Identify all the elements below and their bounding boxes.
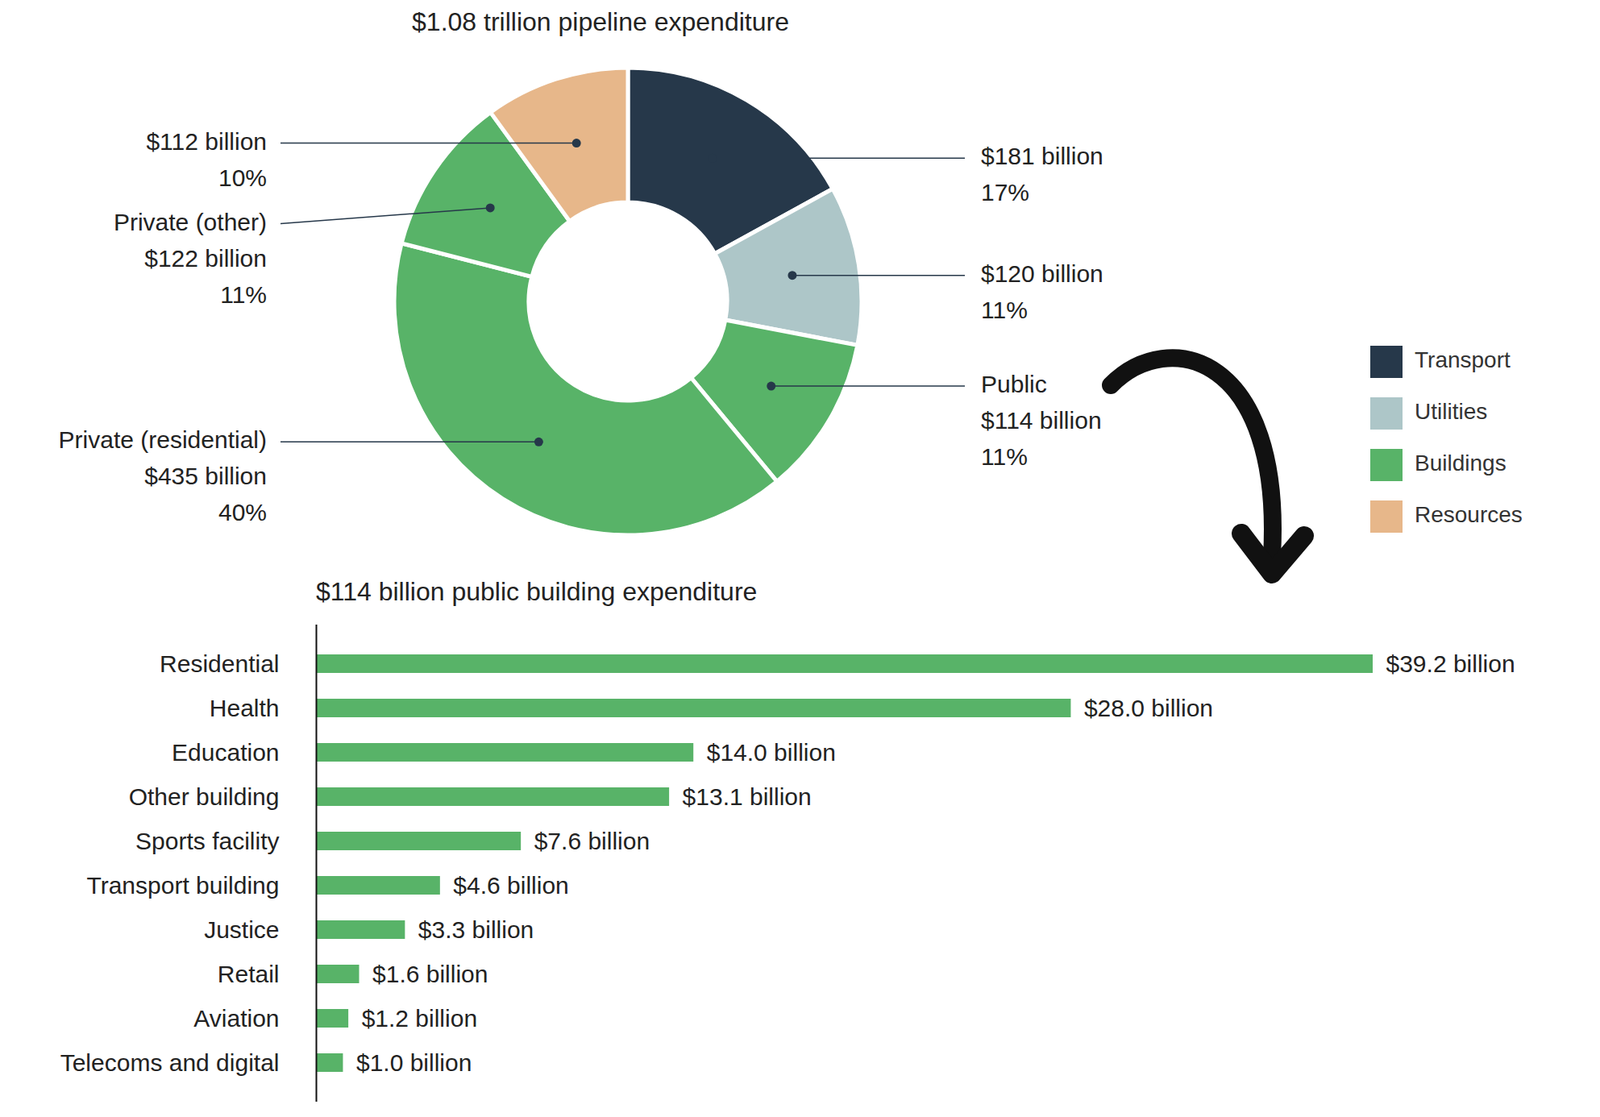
svg-text:Retail: Retail (217, 960, 280, 988)
html-text:$114 billion public building e: $114 billion public building expenditure (315, 577, 758, 607)
svg-text:40%: 40% (218, 498, 267, 526)
svg-text:Transport building: Transport building (86, 872, 279, 899)
svg-text:$181 billion: $181 billion (980, 142, 1104, 170)
svg-text:Utilities: Utilities (1414, 398, 1488, 424)
svg-text:$435 billion: $435 billion (144, 462, 267, 490)
svg-text:Other building: Other building (128, 783, 280, 811)
svg-text:$1.0 billion: $1.0 billion (356, 1049, 472, 1077)
svg-text:Public: Public (980, 370, 1048, 398)
svg-text:10%: 10% (218, 164, 267, 192)
svg-text:Health: Health (209, 694, 280, 722)
svg-text:Private (other): Private (other) (113, 208, 267, 236)
svg-text:Resources: Resources (1414, 502, 1523, 528)
svg-text:$14.0 billion: $14.0 billion (706, 739, 836, 766)
svg-text:$1.6 billion: $1.6 billion (372, 960, 488, 988)
svg-text:17%: 17% (980, 178, 1030, 206)
svg-text:$4.6 billion: $4.6 billion (452, 872, 569, 899)
svg-text:$13.1 billion: $13.1 billion (682, 783, 812, 811)
svg-text:$1.08 trillion pipeline expend: $1.08 trillion pipeline expenditure (411, 7, 790, 37)
svg-text:$28.0 billion: $28.0 billion (1084, 694, 1214, 722)
svg-text:$114 billion: $114 billion (980, 407, 1102, 434)
svg-text:Education: Education (171, 739, 279, 766)
svg-text:11%: 11% (980, 443, 1028, 470)
svg-text:$122 billion: $122 billion (144, 245, 267, 272)
svg-text:11%: 11% (980, 296, 1028, 324)
svg-text:$1.2 billion: $1.2 billion (361, 1005, 478, 1032)
svg-text:Buildings: Buildings (1414, 450, 1507, 476)
svg-text:$7.6 billion: $7.6 billion (534, 827, 650, 855)
svg-text:Sports facility: Sports facility (135, 827, 279, 855)
svg-text:$120 billion: $120 billion (980, 260, 1104, 287)
svg-text:$39.2 billion: $39.2 billion (1386, 650, 1516, 678)
svg-text:Aviation: Aviation (193, 1005, 279, 1032)
svg-text:Justice: Justice (203, 916, 279, 944)
svg-text:Residential: Residential (159, 650, 279, 678)
svg-text:Telecoms and digital: Telecoms and digital (60, 1049, 280, 1077)
svg-text:Private (residential): Private (residential) (58, 426, 267, 453)
svg-text:$112 billion: $112 billion (145, 128, 267, 155)
svg-text:Transport: Transport (1414, 347, 1511, 373)
svg-text:$3.3 billion: $3.3 billion (418, 916, 534, 944)
svg-text:11%: 11% (220, 281, 267, 308)
